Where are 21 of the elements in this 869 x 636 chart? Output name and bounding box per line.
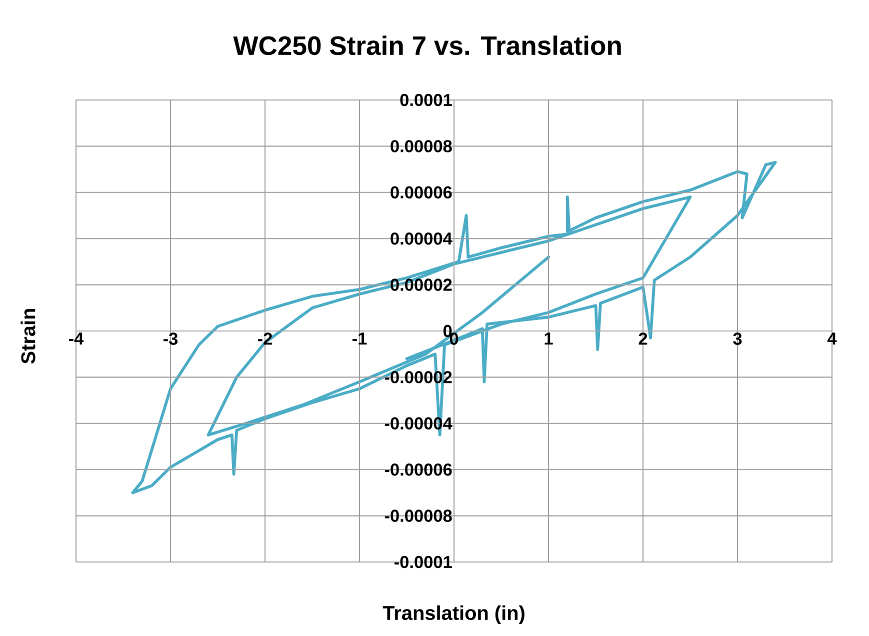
x-tick-label: 4 — [827, 332, 837, 344]
y-axis-title: Strain — [20, 309, 36, 364]
x-axis-title: Translation (in) — [382, 605, 524, 624]
y-tick-label: -0.00002 — [384, 371, 452, 384]
y-tick-label: -0.00004 — [384, 417, 452, 430]
y-tick-label: -0.00006 — [384, 463, 452, 476]
x-tick-label: -3 — [163, 332, 178, 345]
y-tick-label: 0.00006 — [390, 186, 452, 199]
y-tick-label: 0.0001 — [400, 94, 452, 106]
y-tick-label: -0.0001 — [394, 556, 452, 568]
x-tick-label: 3 — [733, 332, 742, 345]
line-series — [131, 160, 777, 494]
x-tick-label: 2 — [638, 332, 648, 345]
y-tick-label: 0.00008 — [390, 140, 452, 152]
x-tick-label: -1 — [352, 332, 367, 344]
x-tick-label: -4 — [68, 332, 84, 344]
chart-title: WC250 Strain 7 vs. Translation — [233, 36, 621, 56]
y-tick-label: 0.00004 — [390, 232, 452, 245]
x-tick-label: 1 — [544, 332, 553, 344]
y-tick-label: 0.00002 — [390, 278, 452, 291]
y-tick-label: -0.00008 — [384, 510, 452, 522]
